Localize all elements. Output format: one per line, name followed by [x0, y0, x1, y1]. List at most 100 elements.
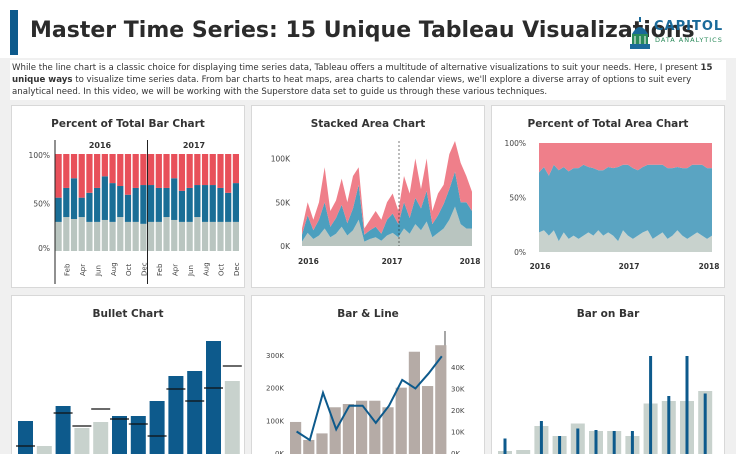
bar-segment [148, 221, 155, 251]
bar-segment [155, 187, 162, 222]
card-bar-line[interactable]: Bar & Line 300K 200K 100K 0K 40K 30K 20K 10K 0K [251, 295, 485, 454]
narrow-bar [594, 430, 598, 454]
bar-segment [132, 154, 139, 188]
bar-segment [171, 178, 178, 220]
bar-segment [70, 154, 78, 179]
bullet-bar [18, 421, 33, 454]
bar-segment [186, 154, 193, 188]
bullet-bar [55, 406, 71, 454]
card-bullet[interactable]: Bullet Chart [11, 295, 245, 454]
card-stacked-area[interactable]: Stacked Area Chart 100K 50K 0K 2016 2017 2018 [251, 105, 485, 288]
intro-bold: 15 unique ways [12, 63, 713, 85]
card-pct-bar[interactable]: Percent of Total Bar Chart 2016 2017 100% 5… [11, 105, 245, 288]
bar-segment [63, 154, 70, 188]
bar [422, 386, 434, 454]
x-tick-label: Apr [171, 264, 179, 276]
y-tick-label: 0K [280, 242, 291, 251]
bar-segment [70, 178, 78, 219]
narrow-bar [612, 431, 616, 454]
x-tick-label: 2016 [530, 262, 551, 271]
area-series-bottom [302, 206, 472, 246]
bar-segment [178, 221, 186, 251]
narrow-bar [503, 438, 507, 454]
bar-segment [132, 187, 139, 222]
narrow-bar [630, 431, 634, 454]
y-tick-label: 100% [29, 151, 50, 160]
capitol-logo[interactable]: CAPITOL DATA ANALYTICS [628, 16, 728, 52]
bar-segment [124, 221, 132, 251]
bar-segment [194, 185, 201, 218]
line-series [296, 355, 443, 442]
bar-segment [140, 154, 147, 186]
bar-segment [140, 185, 147, 224]
bar-segment [186, 187, 193, 222]
intro-text-1: While the line chart is a classic choice… [12, 63, 701, 73]
bar-segment [148, 185, 155, 222]
bar-segment [225, 154, 232, 193]
bar-segment [217, 187, 224, 222]
bar [342, 404, 354, 454]
y-tick-label-right: 40K [451, 364, 465, 372]
bar-segment [117, 217, 124, 251]
area-series-top [539, 143, 712, 176]
intro-paragraph: While the line chart is a classic choice… [10, 60, 726, 100]
bar-segment [55, 154, 62, 198]
bar-segment [55, 197, 62, 222]
x-tick-label: Aug [202, 262, 210, 276]
x-tick-label: Jun [94, 265, 102, 277]
bar-segment [140, 223, 147, 251]
bar-segment [63, 217, 70, 251]
bar-segment [78, 154, 85, 198]
x-tick-label: 2016 [298, 257, 319, 266]
y-tick-label-left: 200K [266, 385, 284, 393]
x-tick-label: 2018 [699, 262, 720, 271]
x-tick-label: 2017 [619, 262, 640, 271]
wide-bar [516, 450, 531, 454]
card-title: Bullet Chart [92, 308, 164, 320]
bar-segment [86, 192, 93, 222]
header: Master Time Series: 15 Unique Tableau Vi… [0, 0, 736, 58]
bar-segment [101, 154, 108, 177]
bar-segment [109, 154, 116, 184]
bar-segment [209, 185, 216, 222]
y-tick-label: 0% [514, 248, 526, 257]
bullet-bar [74, 428, 90, 454]
bar-segment [124, 154, 132, 195]
narrow-bar [649, 356, 653, 454]
bar [395, 387, 407, 454]
bar-segment [124, 194, 132, 222]
bullet-bar [224, 381, 240, 454]
bar-segment [225, 192, 232, 222]
bar-segment [232, 154, 239, 184]
bar [303, 439, 315, 454]
card-title: Stacked Area Chart [310, 118, 426, 130]
bar-segment [109, 183, 116, 222]
intro-text-2: to visualize time series data. From bar … [12, 75, 692, 97]
card-title: Percent of Total Bar Chart [51, 118, 205, 130]
bar-segment [194, 217, 201, 251]
card-title: Bar & Line [337, 308, 399, 320]
bar-segment [94, 187, 101, 222]
card-bar-on-bar[interactable]: Bar on Bar [491, 295, 725, 454]
bar-segment [225, 221, 232, 251]
y-tick-label: 100K [271, 155, 291, 164]
y-tick-label-right: 20K [451, 407, 465, 415]
bar-segment [194, 154, 201, 186]
bar-segment [70, 218, 78, 251]
bar-segment [178, 154, 186, 191]
x-tick-label: Jun [187, 265, 195, 277]
y-tick-label-left: 0K [275, 450, 284, 454]
x-tick-label: Aug [110, 262, 118, 276]
logo-text-data-analytics: DATA ANALYTICS [655, 36, 723, 44]
area-series-middle [539, 164, 712, 242]
bullet-bar [93, 422, 109, 454]
bar-segment [78, 197, 85, 218]
x-tick-label: Apr [79, 264, 87, 276]
bar-segment [109, 221, 116, 251]
bar-segment [186, 221, 193, 251]
x-tick-label: Dec [141, 262, 149, 276]
bar-segment [155, 154, 162, 188]
narrow-bar [576, 428, 580, 454]
card-pct-area[interactable]: Percent of Total Area Chart 100% 50% 0% 201… [491, 105, 725, 288]
